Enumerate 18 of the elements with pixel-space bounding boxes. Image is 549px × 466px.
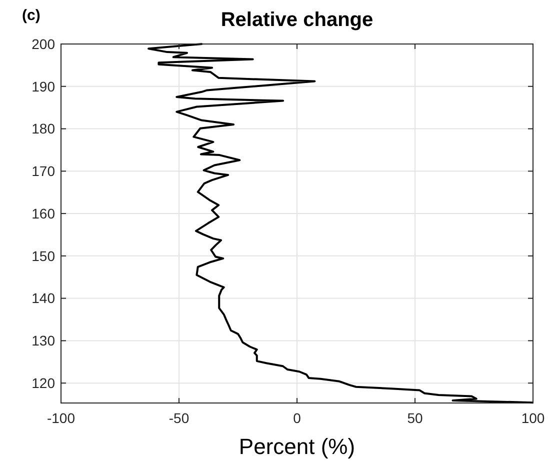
x-tick-label: -50 [168, 410, 190, 426]
y-tick-label: 120 [32, 374, 56, 391]
y-tick-label: 150 [32, 248, 56, 264]
y-tick-label: 170 [32, 163, 56, 180]
y-tick-label: 160 [32, 205, 56, 222]
y-tick-label: 180 [32, 120, 56, 137]
x-tick-label: -100 [46, 410, 76, 426]
text: (c) [22, 7, 40, 24]
x-axis-title: Percent (%) [238, 434, 356, 459]
y-tick-label: 200 [32, 36, 56, 52]
x-tick-label: 50 [407, 410, 423, 426]
y-tick-label: 130 [32, 332, 56, 349]
line-series [148, 43, 533, 404]
x-tick-label: 100 [521, 410, 545, 426]
x-tick-label: 0 [293, 410, 302, 426]
y-tick-label: 190 [32, 78, 56, 94]
chart-title: Relative change [220, 9, 374, 31]
y-tick-label: 140 [32, 290, 56, 306]
